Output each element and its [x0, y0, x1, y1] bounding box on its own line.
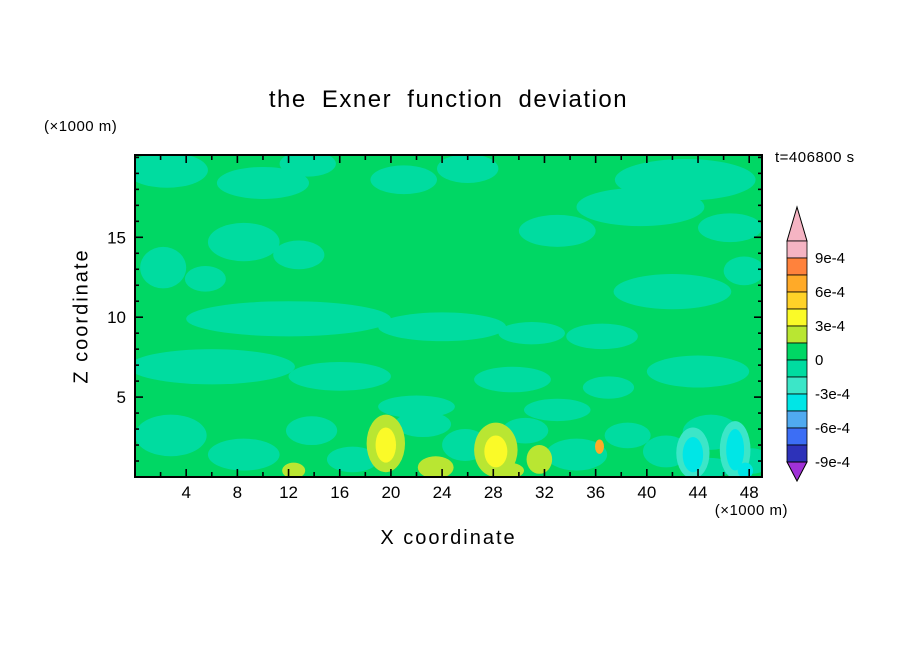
contour-patch: [285, 416, 338, 446]
chart-title: the Exner function deviation: [268, 86, 629, 113]
colorbar-label: -9e-4: [815, 454, 850, 471]
x-tick-label: 20: [381, 483, 400, 502]
x-tick-label: 44: [689, 483, 708, 502]
contour-patch: [378, 395, 455, 418]
colorbar-bottom-arrow: [786, 461, 808, 483]
colorbar-segment: [786, 410, 808, 429]
time-label: t=406800 s: [775, 149, 855, 166]
contour-patch: [526, 445, 553, 474]
contour-patch: [135, 155, 208, 188]
contour-patch: [273, 240, 325, 270]
y-axis-unit-label: (×1000 m): [44, 118, 118, 135]
colorbar-segment: [786, 240, 808, 259]
contour-patch: [394, 411, 452, 438]
colorbar-segment: [786, 274, 808, 293]
contour-patch: [370, 165, 437, 195]
contour-patch: [184, 266, 226, 292]
x-tick-label: 4: [181, 483, 190, 502]
colorbar-label: -3e-4: [815, 386, 850, 403]
colorbar-label: 0: [815, 352, 823, 369]
colorbar-segment: [786, 325, 808, 344]
colorbar-label: 6e-4: [815, 284, 845, 301]
contour-patch: [135, 349, 295, 385]
contour-patch: [646, 355, 750, 388]
x-tick-label: 40: [637, 483, 656, 502]
contour-patch: [207, 438, 280, 471]
contour-patch: [216, 166, 310, 199]
x-tick-label: 24: [433, 483, 452, 502]
x-tick-label: 36: [586, 483, 605, 502]
contour-patch: [613, 274, 732, 310]
contour-patch: [518, 214, 596, 247]
plot-border: [134, 154, 763, 478]
colorbar-top-arrow: [786, 205, 808, 242]
contour-patch: [523, 398, 591, 422]
contour-patch: [566, 323, 638, 350]
contour-patch: [493, 462, 524, 477]
contour-patch: [474, 366, 551, 393]
contour-patch: [682, 437, 704, 473]
contour-patch: [375, 427, 397, 463]
colorbar-segment: [786, 257, 808, 276]
colorbar-label: 3e-4: [815, 318, 845, 335]
contour-patch: [545, 438, 608, 471]
colorbar-segment: [786, 444, 808, 463]
x-tick-label: 48: [740, 483, 759, 502]
contour-patch: [279, 155, 336, 177]
colorbar-segment: [786, 308, 808, 327]
x-axis-title: X coordinate: [380, 527, 517, 549]
contour-patch: [595, 439, 604, 454]
x-tick-label: 12: [279, 483, 298, 502]
x-tick-label: 8: [233, 483, 242, 502]
x-tick-label: 16: [330, 483, 349, 502]
contour-patch: [140, 246, 187, 289]
colorbar-segment: [786, 359, 808, 378]
y-tick-label: 5: [117, 388, 126, 407]
contour-patch: [726, 429, 745, 471]
y-tick-label: 10: [107, 308, 126, 327]
colorbar-segment: [786, 427, 808, 446]
contour-patch: [723, 256, 762, 286]
contour-patch: [484, 435, 508, 468]
contour-patch: [582, 376, 635, 399]
colorbar-label: 9e-4: [815, 250, 845, 267]
contour-patch: [436, 155, 499, 183]
x-tick-label: 28: [484, 483, 503, 502]
contour-patch: [417, 456, 454, 477]
contour-patch: [326, 446, 379, 473]
contour-patch: [186, 301, 391, 337]
contour-patch: [378, 312, 507, 342]
x-tick-label: 32: [535, 483, 554, 502]
colorbar-segment: [786, 291, 808, 310]
contour-patch: [698, 213, 762, 243]
contour-patch: [288, 361, 391, 391]
contour-field: [135, 155, 762, 477]
x-axis-unit-label: (×1000 m): [714, 502, 788, 519]
contour-patch: [207, 222, 280, 262]
contour-patch: [135, 414, 207, 457]
contour-patch: [576, 187, 705, 227]
colorbar-label: -6e-4: [815, 420, 850, 437]
colorbar-segment: [786, 376, 808, 395]
y-tick-label: 15: [107, 228, 126, 247]
colorbar-segment: [786, 393, 808, 412]
contour-patch: [498, 321, 565, 345]
colorbar-segment: [786, 342, 808, 361]
contour-patch: [604, 422, 651, 449]
